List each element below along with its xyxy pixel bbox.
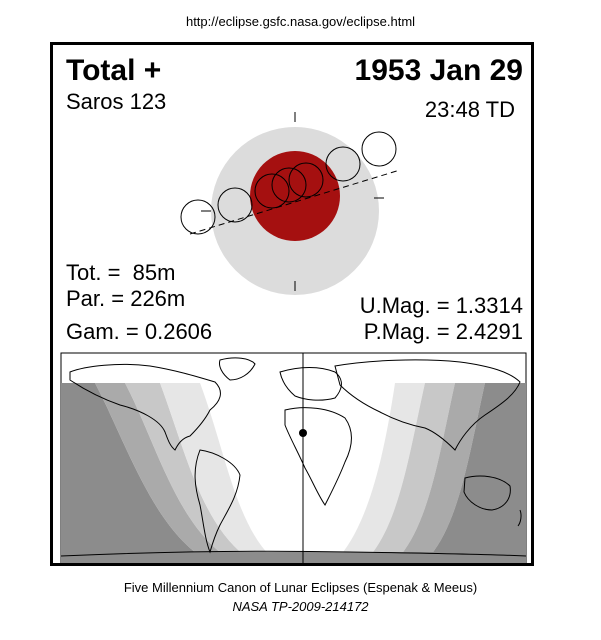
north-america — [69, 363, 221, 451]
africa — [284, 407, 352, 506]
umbral-magnitude: U.Mag. = 1.3314 — [359, 293, 523, 318]
zone-left-2 — [125, 383, 245, 556]
moon-u1 — [217, 187, 253, 223]
eclipse-type: Total + — [66, 54, 162, 87]
antarctic-band — [61, 552, 526, 563]
sublunar-point — [299, 429, 307, 437]
zone-right-1 — [340, 383, 425, 556]
zone-left-3 — [95, 383, 225, 556]
new-zealand — [517, 509, 522, 527]
totality-duration: Tot. = 85m — [66, 260, 176, 285]
greenland — [219, 357, 256, 381]
world-map — [60, 352, 527, 564]
moon-u4 — [325, 146, 361, 182]
greatest-eclipse-time: 23:48 TD — [424, 97, 515, 122]
footer-publication: NASA TP-2009-214172 — [232, 599, 369, 614]
asia — [334, 359, 521, 451]
zone-left-4 — [61, 383, 200, 556]
saros-number: Saros 123 — [66, 89, 167, 114]
source-url[interactable]: http://eclipse.gsfc.nasa.gov/eclipse.htm… — [185, 14, 416, 29]
partial-duration: Par. = 226m — [66, 286, 186, 311]
penumbral-magnitude: P.Mag. = 2.4291 — [363, 319, 523, 344]
zone-right-3 — [400, 383, 485, 556]
zone-right-2 — [370, 383, 455, 556]
moon-u2 — [254, 173, 290, 209]
eclipse-date: 1953 Jan 29 — [354, 54, 523, 87]
umbra-shadow — [250, 151, 340, 241]
zone-right-4 — [430, 383, 526, 556]
moon-u3 — [288, 162, 324, 198]
antarctica — [60, 550, 527, 557]
footer-citation: Five Millennium Canon of Lunar Eclipses … — [123, 580, 478, 595]
europe — [279, 367, 342, 401]
moon-path — [189, 169, 401, 235]
moon-p1 — [180, 199, 216, 235]
moon-max — [271, 167, 307, 203]
zone-left-1 — [160, 383, 270, 556]
south-america — [194, 449, 241, 554]
australia — [463, 475, 511, 511]
moon-p4 — [361, 131, 397, 167]
gamma-value: Gam. = 0.2606 — [66, 319, 213, 344]
